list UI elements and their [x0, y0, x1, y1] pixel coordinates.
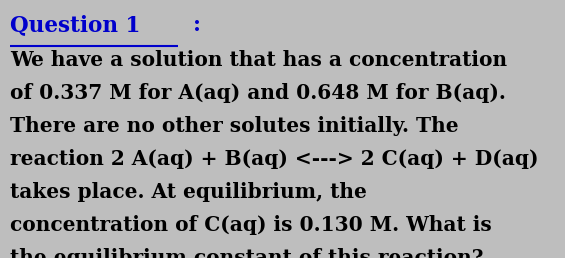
Text: of 0.337 M for A(aq) and 0.648 M for B(aq).: of 0.337 M for A(aq) and 0.648 M for B(a… — [10, 83, 506, 103]
Text: takes place. At equilibrium, the: takes place. At equilibrium, the — [10, 182, 367, 203]
Text: the equilibrium constant of this reaction?: the equilibrium constant of this reactio… — [10, 248, 484, 258]
Text: :: : — [179, 14, 201, 36]
Text: There are no other solutes initially. The: There are no other solutes initially. Th… — [10, 116, 459, 136]
Text: We have a solution that has a concentration: We have a solution that has a concentrat… — [10, 50, 507, 70]
Text: reaction 2 A(aq) + B(aq) <---> 2 C(aq) + D(aq): reaction 2 A(aq) + B(aq) <---> 2 C(aq) +… — [10, 149, 538, 170]
Text: Question 1: Question 1 — [10, 14, 141, 36]
Text: concentration of C(aq) is 0.130 M. What is: concentration of C(aq) is 0.130 M. What … — [10, 215, 492, 236]
